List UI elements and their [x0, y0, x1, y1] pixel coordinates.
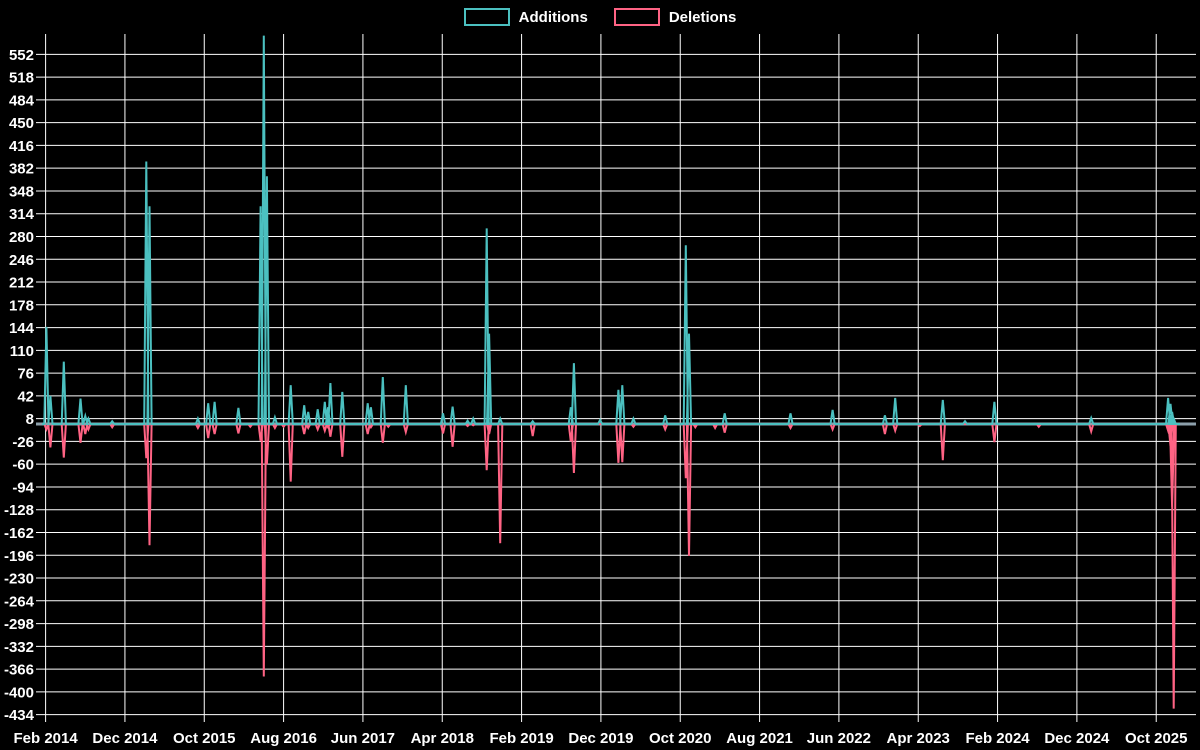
deletions-line [42, 423, 1180, 709]
y-tick-label: -298 [4, 616, 34, 633]
y-tick-label: 416 [9, 138, 34, 155]
y-tick-label: 484 [9, 92, 35, 109]
y-tick-label: 110 [10, 343, 34, 360]
y-tick-label: -128 [4, 502, 34, 519]
x-tick-label: Oct 2020 [649, 730, 712, 747]
x-tick-label: Dec 2014 [92, 730, 158, 747]
y-tick-label: 42 [17, 388, 34, 405]
y-tick-label: -434 [4, 707, 35, 724]
y-tick-label: -230 [4, 571, 34, 588]
y-tick-label: 348 [9, 183, 34, 200]
x-gridlines [45, 34, 1157, 722]
y-tick-label: 8 [26, 411, 34, 428]
y-tick-label: -366 [4, 662, 34, 679]
x-tick-label: Dec 2024 [1044, 730, 1110, 747]
x-tick-label: Oct 2025 [1125, 730, 1188, 747]
legend-label-additions: Additions [518, 8, 588, 26]
y-tick-label: 518 [9, 70, 34, 87]
y-tick-label: 76 [17, 366, 34, 383]
y-tick-label: 212 [9, 275, 34, 292]
y-tick-label: 246 [9, 252, 34, 269]
additions-swatch-icon [463, 8, 510, 26]
y-tick-label: 314 [9, 206, 35, 223]
y-tick-label: 178 [9, 297, 34, 314]
y-tick-label: -26 [12, 434, 34, 451]
x-tick-label: Jun 2017 [331, 730, 395, 747]
deletions-swatch-icon [613, 8, 660, 26]
x-tick-label: Oct 2015 [173, 730, 236, 747]
x-tick-label: Jun 2022 [807, 730, 871, 747]
y-tick-label: -332 [4, 639, 34, 656]
y-gridlines [36, 53, 1196, 716]
legend: Additions Deletions [0, 8, 1200, 26]
x-tick-label: Apr 2018 [411, 730, 474, 747]
y-tick-label: -264 [4, 593, 35, 610]
y-tick-label: -60 [12, 457, 34, 474]
x-tick-label: Aug 2021 [726, 730, 793, 747]
x-tick-label: Feb 2019 [489, 730, 553, 747]
legend-item-deletions[interactable]: Deletions [613, 8, 737, 26]
y-axis-labels: 552 518 484 450 416 382 348 314 280 246 212 178 144 1… [4, 47, 35, 724]
x-axis-labels: Feb 2014 Dec 2014 Oct 2015 Aug 2016 Jun 2017… [13, 730, 1187, 747]
y-tick-label: 552 [9, 47, 34, 64]
legend-label-deletions: Deletions [668, 8, 737, 26]
x-tick-label: Apr 2023 [887, 730, 950, 747]
y-tick-label: 450 [9, 115, 34, 132]
additions-line [42, 35, 1180, 425]
y-tick-label: 382 [9, 161, 34, 178]
y-tick-label: -196 [4, 548, 34, 565]
x-tick-label: Feb 2014 [13, 730, 78, 747]
x-tick-label: Dec 2019 [568, 730, 633, 747]
y-tick-label: 280 [9, 229, 34, 246]
legend-item-additions[interactable]: Additions [463, 8, 588, 26]
x-tick-label: Feb 2024 [965, 730, 1030, 747]
y-tick-label: -162 [4, 525, 34, 542]
x-tick-label: Aug 2016 [250, 730, 317, 747]
y-tick-label: -400 [4, 684, 34, 701]
y-tick-label: -94 [12, 479, 34, 496]
y-tick-label: 144 [9, 320, 35, 337]
